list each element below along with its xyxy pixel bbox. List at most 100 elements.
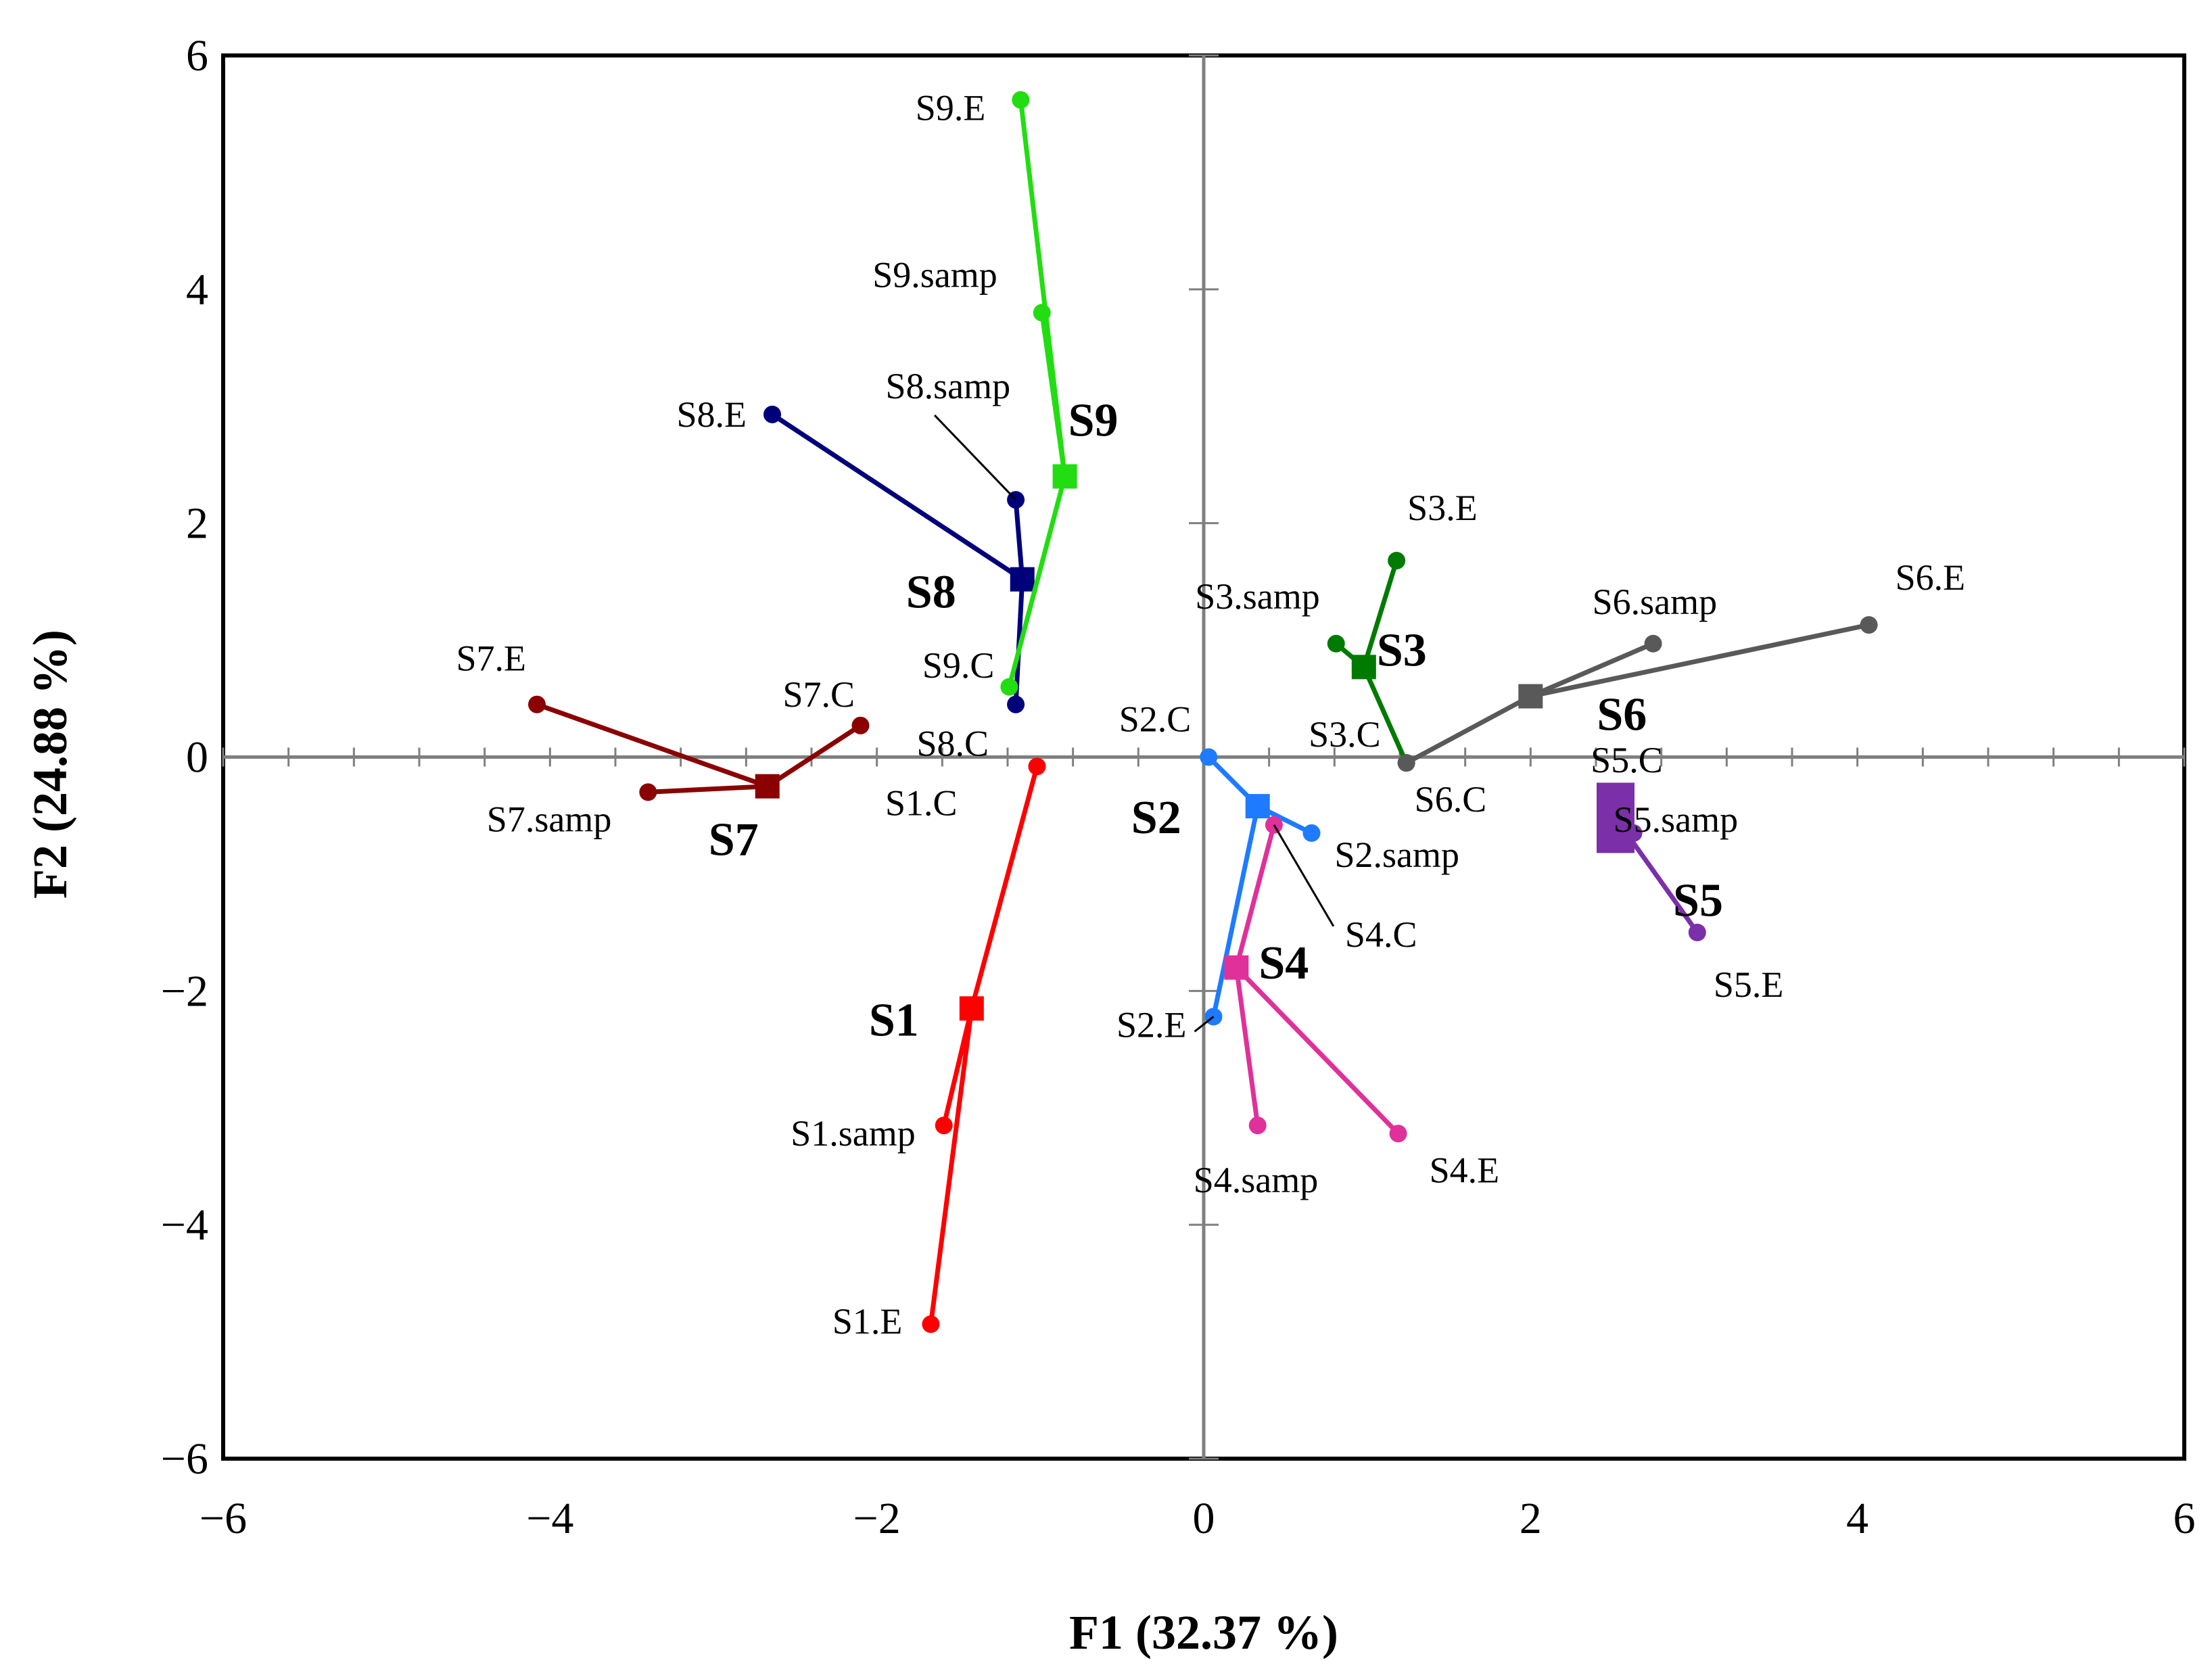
label-s5-e: S5.E: [1714, 964, 1784, 1005]
centroid-label-s3: S3: [1377, 624, 1427, 676]
x-tick-label: 4: [1846, 1494, 1868, 1543]
label-s6-e: S6.E: [1896, 557, 1966, 598]
label-s5-samp: S5.samp: [1614, 799, 1739, 840]
s6-link-s6-e: [1530, 622, 1870, 699]
centroid-label-s2: S2: [1131, 792, 1181, 844]
point-s7-c: [851, 716, 870, 734]
s3-link-s3-e: [1361, 559, 1399, 668]
y-tick-label: −6: [161, 1434, 208, 1484]
x-tick-label: −2: [853, 1494, 901, 1543]
s4-link-s4-c: [1233, 824, 1277, 968]
leader-s8-samp: [934, 415, 1017, 501]
centroid-s5: [1597, 782, 1634, 853]
annotation-layer: S1.C S1.samp S1.E S1 S2.C S2.samp S2.E S2 S3.E S3…: [456, 88, 1965, 1342]
centroid-s1: [959, 996, 984, 1021]
x-axis-title: F1 (32.37 %): [1069, 1605, 1338, 1660]
s7-link-s7-e: [536, 702, 768, 789]
s1-link-s1-e: [928, 1008, 974, 1325]
y-tick-label: 4: [186, 265, 208, 314]
centroid-s8: [1010, 567, 1035, 592]
label-s6-samp: S6.samp: [1593, 582, 1718, 622]
centroid-label-s4: S4: [1258, 937, 1309, 989]
centroid-label-s1: S1: [869, 994, 919, 1046]
point-s5-e: [1688, 923, 1706, 941]
centroid-s3: [1351, 655, 1376, 680]
x-tick-label: 0: [1193, 1494, 1215, 1543]
point-s7-samp: [639, 783, 657, 801]
point-s2-c: [1200, 748, 1218, 766]
x-tick-label: 2: [1520, 1494, 1542, 1543]
point-s4-e: [1389, 1125, 1407, 1143]
point-s6-samp: [1644, 634, 1662, 653]
centroid-s7: [755, 774, 780, 799]
label-s1-e: S1.E: [832, 1301, 903, 1342]
point-s3-e: [1388, 552, 1406, 569]
label-s4-samp: S4.samp: [1194, 1160, 1319, 1200]
tick-labels: −6 −4 −2 0 2 4 6 6 4 2 0 −2 −4 −6: [161, 31, 2196, 1543]
point-s1-e: [922, 1315, 940, 1334]
s9-link-s9-samp: [1039, 312, 1068, 477]
label-s8-samp: S8.samp: [886, 366, 1011, 406]
label-s8-e: S8.E: [676, 394, 747, 435]
centroid-label-s6: S6: [1597, 689, 1647, 741]
label-s7-e: S7.E: [456, 638, 526, 679]
label-s3-e: S3.E: [1407, 488, 1478, 528]
y-tick-label: 6: [186, 31, 208, 80]
label-s8-c: S8.C: [917, 724, 989, 764]
label-s6-c: S6.C: [1415, 779, 1487, 820]
label-s4-c: S4.C: [1345, 914, 1417, 955]
point-s1-c: [1028, 757, 1046, 776]
s4-link-s4-samp: [1233, 967, 1261, 1126]
s3-link-s3-c: [1361, 665, 1409, 764]
s4-link-s4-e: [1234, 966, 1401, 1135]
centroid-label-s9: S9: [1068, 395, 1119, 447]
point-s8-c: [1007, 695, 1025, 713]
label-s4-e: S4.E: [1430, 1150, 1500, 1190]
centroid-s4: [1224, 955, 1249, 980]
point-s8-e: [763, 405, 781, 423]
label-s2-c: S2.C: [1119, 699, 1192, 740]
s8-link-s8-e: [771, 412, 1024, 582]
centroid-label-s5: S5: [1673, 874, 1723, 926]
s6-link-s6-samp: [1529, 641, 1654, 699]
label-s2-e: S2.E: [1116, 1004, 1187, 1045]
label-s7-samp: S7.samp: [487, 799, 612, 839]
leader-s2-e: [1194, 1016, 1215, 1033]
centroid-s9: [1052, 464, 1077, 489]
centroid-label-s8: S8: [906, 567, 956, 619]
x-tick-label: −6: [199, 1494, 247, 1543]
s7-link-s7-samp: [648, 784, 768, 795]
centroid-label-s7: S7: [709, 814, 759, 866]
s7-link-s7-c: [766, 723, 862, 789]
centroid-s6: [1518, 684, 1543, 709]
series-layer: [528, 91, 1878, 1334]
x-tick-label: 6: [2173, 1494, 2196, 1543]
label-s3-samp: S3.samp: [1195, 576, 1320, 617]
y-axis-title: F2 (24.88 %): [23, 630, 77, 899]
s9-link-s9-c: [1007, 475, 1067, 688]
label-s9-samp: S9.samp: [872, 254, 997, 295]
point-s9-e: [1012, 91, 1030, 109]
s6-link-s6-c: [1405, 694, 1532, 766]
point-s2-samp: [1302, 824, 1321, 842]
point-s7-e: [528, 695, 546, 713]
label-s1-samp: S1.samp: [791, 1113, 916, 1154]
point-s3-samp: [1327, 634, 1345, 653]
x-tick-label: −4: [526, 1494, 573, 1543]
label-s9-e: S9.E: [916, 88, 986, 128]
y-tick-label: 0: [186, 733, 208, 782]
label-s1-c: S1.C: [885, 782, 958, 823]
label-s9-c: S9.C: [922, 645, 995, 686]
point-s9-samp: [1033, 304, 1051, 322]
s8-link-s8-samp: [1013, 499, 1025, 580]
point-s1-samp: [935, 1116, 953, 1135]
centroid-s2: [1245, 794, 1270, 819]
label-s2-samp: S2.samp: [1335, 834, 1460, 875]
point-s9-c: [1000, 678, 1018, 696]
leader-s4-c: [1273, 824, 1335, 927]
y-tick-label: −4: [161, 1200, 208, 1250]
y-tick-label: −2: [161, 966, 208, 1016]
label-s5-c: S5.C: [1591, 740, 1663, 780]
point-s4-samp: [1248, 1116, 1267, 1135]
